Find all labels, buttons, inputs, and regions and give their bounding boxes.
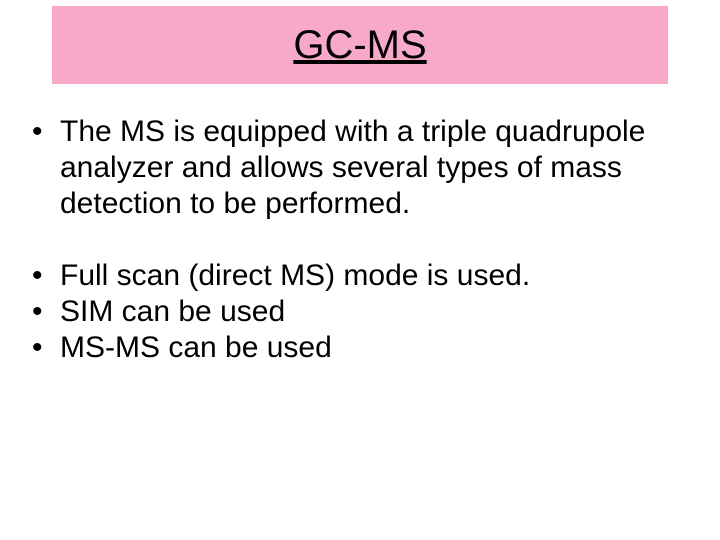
slide-body: The MS is equipped with a triple quadrup… xyxy=(26,114,694,366)
list-item: Full scan (direct MS) mode is used. xyxy=(26,258,694,294)
title-banner: GC-MS xyxy=(52,6,668,84)
slide-title: GC-MS xyxy=(293,23,426,68)
list-item: The MS is equipped with a triple quadrup… xyxy=(26,114,694,222)
bullet-list-1: The MS is equipped with a triple quadrup… xyxy=(26,114,694,222)
list-item: SIM can be used xyxy=(26,294,694,330)
list-item: MS-MS can be used xyxy=(26,330,694,366)
spacer xyxy=(26,222,694,258)
bullet-list-2: Full scan (direct MS) mode is used. SIM … xyxy=(26,258,694,366)
